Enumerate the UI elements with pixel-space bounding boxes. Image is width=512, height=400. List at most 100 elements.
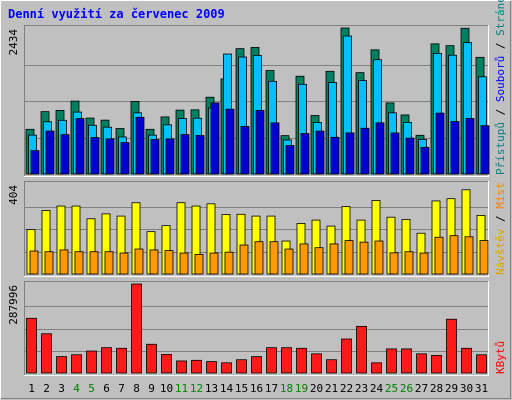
bar-visits-Míst-day-19 (299, 243, 309, 275)
x-tick-label: 29 (445, 382, 458, 395)
x-tick-label: 1 (28, 382, 35, 395)
legend-item-visits: Míst (494, 182, 507, 209)
x-tick-label: 14 (220, 382, 234, 395)
bar-volume-KBytů-day-30 (461, 347, 472, 374)
bar-requests-Stránek-day-8 (135, 116, 145, 175)
bar-visits-Míst-day-20 (314, 247, 324, 275)
legend-requests: Přístupů / Souborů / Stránek (494, 0, 507, 175)
bar-requests-Stránek-day-20 (315, 130, 325, 175)
bar-requests-Stránek-day-25 (390, 132, 400, 175)
x-tick-label: 28 (430, 382, 443, 395)
bar-volume-KBytů-day-22 (341, 338, 352, 374)
bar-visits-Míst-day-1 (29, 250, 39, 275)
bar-requests-Stránek-day-23 (360, 127, 370, 175)
bar-visits-Míst-day-5 (89, 251, 99, 275)
bar-volume-KBytů-day-5 (86, 350, 97, 374)
panel-requests: 2434 Přístupů / Souborů / Stránek (7, 0, 507, 177)
bar-requests-Stránek-day-17 (270, 122, 280, 175)
legend-separator: / (494, 209, 507, 229)
bar-requests-Stránek-day-27 (420, 146, 430, 175)
bar-requests-Stránek-day-5 (90, 137, 100, 175)
chart-panels: 2434 Přístupů / Souborů / Stránek 404 Návšt… (7, 0, 507, 376)
bar-visits-Míst-day-8 (134, 248, 144, 275)
legend-item-volume: KBytů (494, 341, 507, 374)
bar-requests-Stránek-day-16 (255, 110, 265, 175)
x-tick-label: 16 (250, 382, 263, 395)
bar-visits-Míst-day-9 (149, 249, 159, 275)
bar-visits-Míst-day-26 (404, 251, 414, 275)
bar-volume-KBytů-day-15 (236, 359, 247, 374)
bar-visits-Míst-day-12 (194, 253, 204, 275)
y-max-label-requests: 2434 (7, 29, 20, 56)
bar-visits-Míst-day-24 (374, 240, 384, 275)
panel-volume: 287996 KBytů (7, 281, 507, 376)
bar-requests-Stránek-day-12 (195, 135, 205, 175)
bar-volume-KBytů-day-19 (296, 347, 307, 374)
legend-item-requests: Přístupů (494, 122, 507, 175)
bar-volume-KBytů-day-13 (206, 361, 217, 374)
bar-volume-KBytů-day-12 (191, 359, 202, 374)
bar-visits-Míst-day-13 (209, 252, 219, 275)
x-tick-label: 3 (58, 382, 65, 395)
x-tick-label: 21 (325, 382, 338, 395)
bar-requests-Stránek-day-18 (285, 145, 295, 175)
bar-volume-KBytů-day-8 (131, 283, 142, 374)
legend-separator: / (494, 36, 507, 56)
x-tick-label: 5 (88, 382, 95, 395)
bar-visits-Míst-day-16 (254, 241, 264, 275)
bar-visits-Míst-day-7 (119, 252, 129, 275)
bar-visits-Míst-day-27 (419, 252, 429, 275)
bar-requests-Stránek-day-24 (375, 122, 385, 175)
bar-visits-Míst-day-17 (269, 241, 279, 275)
bar-requests-Stránek-day-31 (480, 125, 490, 175)
bar-requests-Stránek-day-19 (300, 133, 310, 175)
bar-requests-Stránek-day-21 (330, 136, 340, 175)
y-max-label-visits: 404 (7, 185, 20, 205)
bar-requests-Stránek-day-6 (105, 138, 115, 175)
x-tick-label: 23 (355, 382, 368, 395)
bar-visits-Míst-day-28 (434, 236, 444, 275)
y-max-label-volume: 287996 (7, 285, 20, 325)
bar-requests-Stránek-day-11 (180, 134, 190, 175)
bar-visits-Míst-day-14 (224, 251, 234, 275)
bar-volume-KBytů-day-31 (476, 354, 487, 374)
bar-volume-KBytů-day-25 (386, 348, 397, 374)
legend-item-visits: Návštěv (494, 228, 507, 275)
bar-requests-Stránek-day-29 (450, 121, 460, 175)
bar-requests-Stránek-day-28 (435, 112, 445, 175)
x-tick-label: 8 (133, 382, 140, 395)
x-tick-label: 13 (205, 382, 218, 395)
x-tick-label: 22 (340, 382, 353, 395)
bar-volume-KBytů-day-21 (326, 359, 337, 374)
bar-volume-KBytů-day-10 (161, 354, 172, 374)
bar-volume-KBytů-day-27 (416, 353, 427, 374)
bar-visits-Míst-day-15 (239, 244, 249, 275)
bar-volume-KBytů-day-3 (56, 356, 67, 374)
bar-volume-KBytů-day-4 (71, 354, 82, 374)
x-tick-label: 25 (385, 382, 398, 395)
bar-volume-KBytů-day-11 (176, 360, 187, 374)
bar-visits-Míst-day-29 (449, 235, 459, 275)
x-tick-label: 15 (235, 382, 248, 395)
x-tick-label: 10 (160, 382, 173, 395)
bar-volume-KBytů-day-14 (221, 362, 232, 374)
bar-requests-Stránek-day-7 (120, 142, 130, 175)
bar-visits-Míst-day-2 (44, 251, 54, 275)
x-tick-label: 7 (118, 382, 125, 395)
x-tick-label: 12 (190, 382, 203, 395)
x-tick-label: 20 (310, 382, 323, 395)
legend-visits: Návštěv / Míst (494, 182, 507, 275)
bar-volume-KBytů-day-24 (371, 362, 382, 374)
x-tick-label: 4 (73, 382, 80, 395)
x-tick-label: 6 (103, 382, 110, 395)
bar-visits-Míst-day-11 (179, 252, 189, 275)
x-tick-label: 30 (460, 382, 473, 395)
bar-requests-Stránek-day-26 (405, 137, 415, 175)
bar-volume-KBytů-day-6 (101, 347, 112, 374)
bar-visits-Míst-day-25 (389, 252, 399, 275)
x-tick-label: 26 (400, 382, 413, 395)
x-tick-label: 19 (295, 382, 308, 395)
bar-visits-Míst-day-31 (479, 240, 489, 275)
bar-visits-Míst-day-23 (359, 241, 369, 275)
